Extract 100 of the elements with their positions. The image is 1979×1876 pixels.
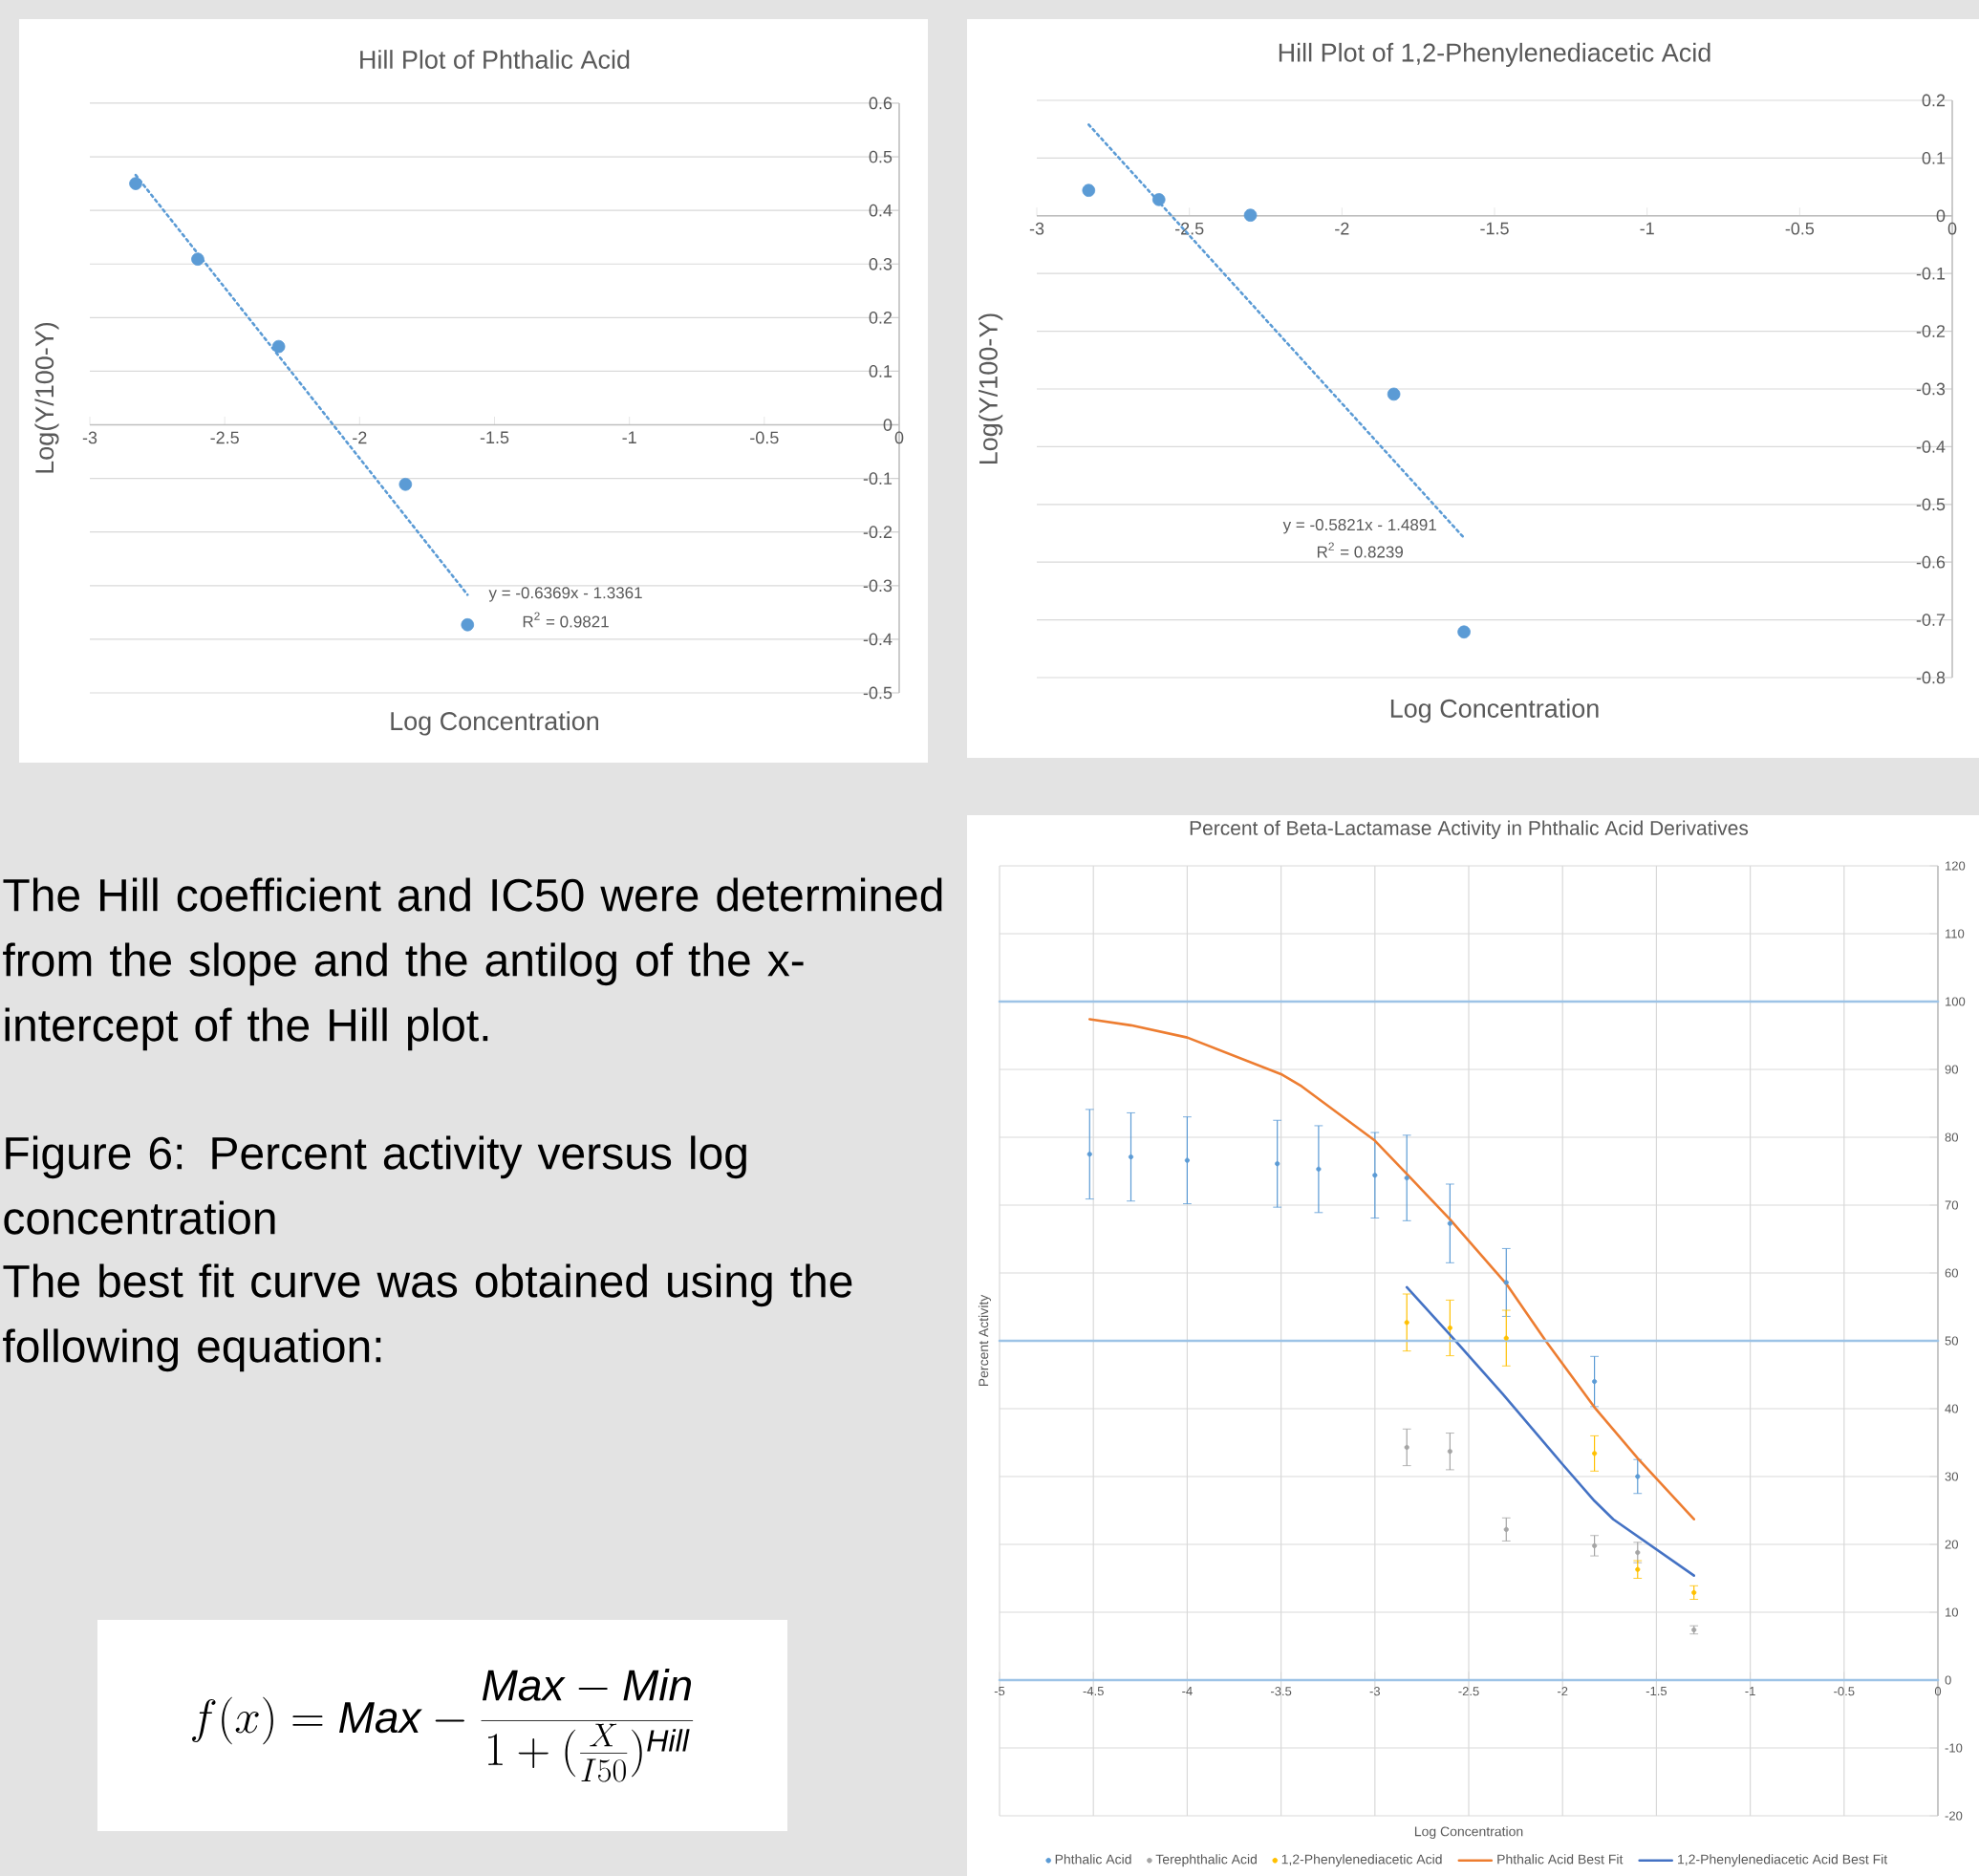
y-tick-label: -0.3 (1916, 382, 1946, 396)
point (1592, 1451, 1598, 1456)
annotation: R$^{2}$ = 0.8239 (1317, 542, 1403, 558)
y-tick-label: -0.5 (863, 686, 893, 700)
x-tick-label: -1.5 (1646, 1687, 1667, 1696)
point (191, 252, 204, 266)
y-tick-label: -0.5 (1916, 498, 1946, 511)
point (1447, 1449, 1452, 1455)
y-tick-label: 110 (1946, 929, 1965, 938)
annotation: R$^{2}$ = 0.9821 (523, 612, 609, 628)
chart-title: Percent of Beta-Lactamase Activity in Phthalic Acid Derivatives (1190, 820, 1749, 839)
point (1457, 625, 1471, 639)
annotation: y = -0.5821x - 1.4891 (1282, 519, 1436, 534)
point (1635, 1549, 1641, 1556)
y-tick-label: -0.1 (1916, 267, 1946, 280)
point (271, 339, 286, 354)
y-tick-label: 100 (1946, 997, 1966, 1006)
x-tick-label: -2 (353, 431, 367, 444)
point (1243, 208, 1258, 222)
y-tick-label: 0.3 (869, 257, 893, 270)
y-tick-label: -0.8 (1916, 671, 1946, 684)
text: $f(x) = \mathit{Max} - \frac{\mathit{Max} - \mathit{Min}}{1 + (\frac{X}{I50})^{\mathit{Hill}}}$ (192, 1669, 694, 1782)
point (1184, 1157, 1191, 1163)
point (1447, 1220, 1452, 1226)
y-tick-label: 10 (1946, 1607, 1958, 1617)
point (1503, 1335, 1509, 1341)
y-tick-label: -0.3 (863, 579, 893, 593)
y-tick-label: 40 (1945, 1404, 1958, 1413)
line-series (1087, 1018, 1695, 1521)
x-tick-label: -0.5 (1834, 1687, 1855, 1696)
legend-label: Phthalic Acid Best Fit (1497, 1854, 1624, 1865)
y-axis-title: Log(Y/100-Y) (34, 322, 59, 473)
y-tick-label: -0.7 (1916, 614, 1946, 626)
y-tick-label: 70 (1945, 1200, 1958, 1210)
y-tick-label: 0.1 (869, 365, 893, 377)
y-tick-label: 0 (883, 419, 893, 431)
caption: Figure 6: Percent activity versus log concentration (4, 1135, 746, 1235)
point (1503, 1280, 1509, 1285)
x-tick-label: -4 (1182, 1687, 1193, 1695)
point (1316, 1166, 1322, 1172)
y-tick-label: 30 (1945, 1472, 1958, 1481)
y-tick-label: -20 (1945, 1811, 1963, 1821)
x-tick-label: -2.5 (210, 431, 239, 444)
point (1503, 1526, 1509, 1532)
y-tick-label: 0.2 (869, 311, 893, 324)
x-tick-label: -4.5 (1083, 1687, 1104, 1696)
point (1404, 1444, 1409, 1451)
point (1592, 1379, 1598, 1385)
point (1372, 1173, 1378, 1178)
y-tick-label: -0.6 (1916, 555, 1946, 569)
point (1151, 193, 1166, 206)
x-tick-label: -3.5 (1270, 1687, 1292, 1696)
y-tick-label: 80 (1945, 1132, 1958, 1142)
annotation: y = -0.6369x - 1.3361 (488, 587, 642, 602)
y-tick-label: 50 (1945, 1336, 1958, 1346)
text: The Hill coefficient and IC50 were determined from the slope and the antilog of the x-intercept of the Hill plot. (3, 877, 942, 1051)
y-axis-title: Percent Activity (978, 1294, 992, 1387)
x-tick-label: -3 (1029, 222, 1044, 235)
point (1387, 387, 1401, 401)
y-tick-label: 0.4 (869, 204, 893, 217)
point (461, 617, 475, 632)
x-tick-label: -2.5 (1458, 1687, 1479, 1696)
point (1404, 1175, 1409, 1181)
x-tick-label: -3 (1369, 1687, 1381, 1696)
x-tick-label: -0.5 (1785, 222, 1815, 235)
point (398, 477, 413, 491)
y-tick-label: 90 (1945, 1065, 1958, 1074)
point (1691, 1589, 1697, 1596)
point (1635, 1566, 1641, 1572)
legend-label: Phthalic Acid (1055, 1854, 1131, 1865)
y-tick-label: 0.5 (869, 150, 893, 163)
line-series (1405, 1285, 1695, 1577)
y-tick-label: 60 (1945, 1268, 1958, 1278)
point (1447, 1325, 1452, 1331)
x-axis-title: Log Concentration (1414, 1826, 1523, 1840)
point (1275, 1161, 1280, 1167)
x-axis-title: Log Concentration (1390, 699, 1599, 723)
x-tick-label: -1.5 (480, 431, 509, 444)
point (1592, 1542, 1598, 1549)
x-tick-label: -1.5 (1480, 222, 1509, 235)
x-tick-label: -3 (82, 431, 97, 444)
y-tick-label: 0.1 (1922, 152, 1946, 164)
x-tick-label: -1 (1745, 1687, 1755, 1695)
legend-label: 1,2-Phenylenediacetic Acid (1281, 1854, 1442, 1867)
y-tick-label: -0.1 (863, 472, 893, 485)
chart-title: Hill Plot of 1,2-Phenylenediacetic Acid (1279, 42, 1710, 67)
legend-label: 1,2-Phenylenediacetic Acid Best Fit (1678, 1854, 1888, 1867)
legend-label: Terephthalic Acid (1155, 1854, 1257, 1867)
y-tick-label: 120 (1946, 861, 1966, 871)
x-tick-label: 0 (894, 431, 904, 444)
point (1086, 1152, 1092, 1157)
y-tick-label: 0.6 (869, 97, 893, 110)
y-tick-label: -0.4 (1916, 441, 1946, 453)
x-tick-label: -2 (1558, 1687, 1568, 1696)
x-tick-label: -2 (1335, 222, 1349, 235)
text: The best fit curve was obtained using the following equation: (3, 1263, 852, 1372)
point (1082, 183, 1096, 197)
y-tick-label: -0.2 (1916, 325, 1946, 337)
y-tick-label: -0.4 (863, 633, 893, 646)
y-tick-label: 0 (1936, 209, 1946, 223)
